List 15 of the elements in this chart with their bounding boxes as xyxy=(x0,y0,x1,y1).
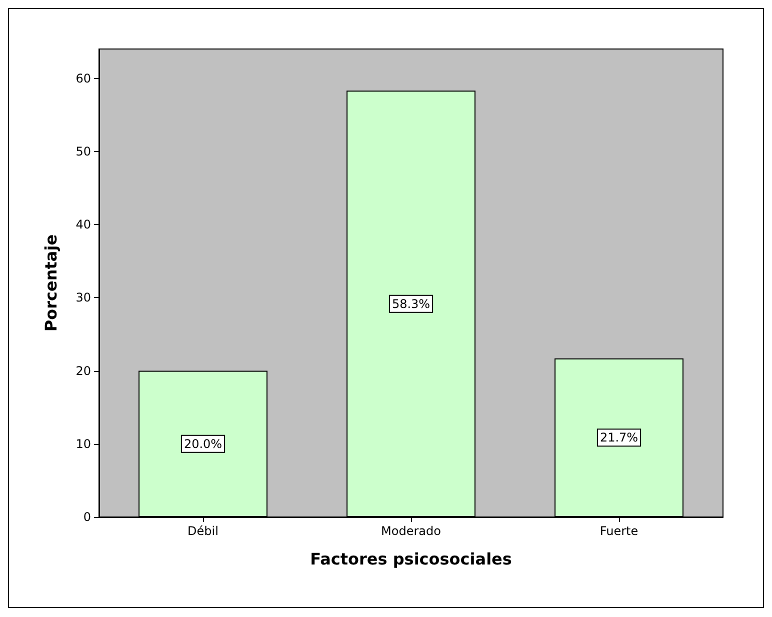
y-tick-label: 60 xyxy=(76,71,91,86)
data-label: 20.0% xyxy=(184,436,222,451)
y-tick-label: 10 xyxy=(76,436,91,451)
x-axis-title: Factores psicosociales xyxy=(310,550,512,568)
x-tick-label: Fuerte xyxy=(600,524,638,538)
y-tick-label: 0 xyxy=(83,510,91,524)
y-tick-label: 20 xyxy=(76,364,91,378)
y-axis-title: Porcentaje xyxy=(42,234,60,332)
x-tick-label: Débil xyxy=(188,524,218,538)
data-label: 21.7% xyxy=(600,430,638,445)
y-tick-label: 30 xyxy=(76,290,91,305)
y-tick-label: 50 xyxy=(76,144,91,158)
y-tick-label: 40 xyxy=(76,218,91,232)
x-tick-label: Moderado xyxy=(381,524,441,538)
data-label: 58.3% xyxy=(392,296,430,311)
